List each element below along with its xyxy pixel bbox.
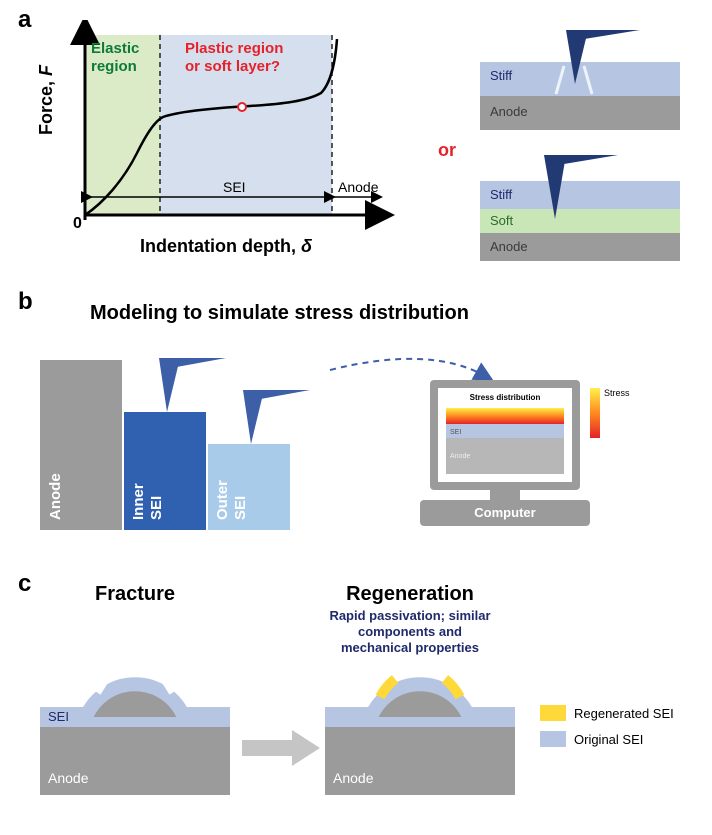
regen-sub1: Rapid passivation; similar [329,608,490,623]
screen-anode-label: Anode [450,453,470,460]
stiff-label: Stiff [490,68,513,83]
probe-arm-icon [255,390,310,400]
bar-inner-sei-label2: SEI [148,496,165,520]
sei-label: SEI [48,709,69,724]
schematic-bottom: Stiff Soft Anode [460,155,680,265]
panel-b-svg: Anode Inner SEI Outer SEI Stress distrib… [30,320,710,570]
screen-title: Stress distribution [470,393,541,402]
anode-label: Anode [490,104,528,119]
computer-label: Computer [474,505,535,520]
soft-label: Soft [490,213,514,228]
regen-sub3: mechanical properties [341,640,479,655]
panel-b-label: b [18,288,33,316]
ylabel: Force, F [36,64,56,135]
legend-regen-label: Regenerated SEI [574,706,674,721]
anode-label: Anode [333,770,374,786]
schematic-top: Stiff Anode [460,30,680,130]
fracture-diagram: SEI Anode [40,677,230,795]
panel-a-chart: Elastic region Plastic region or soft la… [30,20,410,280]
arrow-icon [242,730,320,766]
plastic-label2: or soft layer? [185,58,280,75]
panel-c-legend: Regenerated SEI Original SEI [540,705,674,747]
legend-swatch-regen [540,705,566,721]
bar-outer-sei-label2: SEI [232,496,249,520]
stiff-label: Stiff [490,187,513,202]
legend-swatch-orig [540,731,566,747]
elastic-label2: region [91,58,137,75]
bar-inner-sei-label: Inner [130,483,147,520]
stress-legend-label: Stress [604,388,630,398]
fracture-title: Fracture [95,583,175,605]
regeneration-diagram: Anode [325,679,515,795]
anode-text: Anode [338,179,379,195]
stress-legend: Stress [590,388,630,438]
xlabel: Indentation depth, δ [140,236,313,256]
anode-label: Anode [490,239,528,254]
screen-sei-label: SEI [450,429,461,436]
sei-text: SEI [223,179,246,195]
anode-label: Anode [48,770,89,786]
bar-outer-sei-label: Outer [214,480,231,520]
computer-icon: Stress distribution SEI Anode Computer [420,380,590,526]
marker-point [238,103,246,111]
arrow-to-computer [330,359,485,376]
regen-sub2: components and [358,624,462,639]
probe-arm-icon [578,30,640,40]
legend-orig-label: Original SEI [574,732,643,747]
regeneration-title: Regeneration [346,583,474,605]
probe-arm-icon [171,358,226,368]
zero-label: 0 [73,215,82,232]
bar-anode-label: Anode [47,473,64,520]
probe-arm-icon [558,155,618,165]
elastic-label: Elastic [91,40,139,57]
plastic-label: Plastic region [185,40,283,57]
or-text: or [438,140,456,161]
panel-c-svg: Fracture Regeneration Rapid passivation;… [10,575,710,835]
